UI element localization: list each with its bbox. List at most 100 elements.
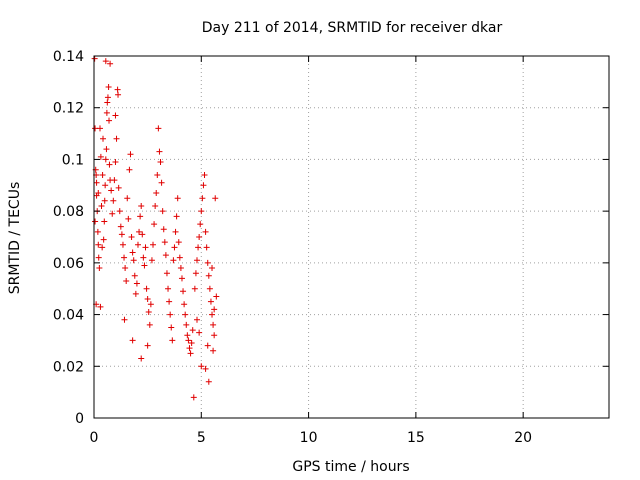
data-point [172, 228, 179, 235]
data-point [170, 257, 177, 264]
data-point [162, 252, 169, 259]
data-point [107, 60, 114, 67]
data-point [203, 244, 210, 251]
data-point [154, 171, 161, 178]
data-point [141, 262, 148, 269]
data-point [115, 184, 122, 191]
data-point [131, 272, 138, 279]
data-point [97, 153, 104, 160]
data-point [166, 298, 173, 305]
data-point [212, 195, 219, 202]
data-point [110, 197, 117, 204]
data-point [199, 195, 206, 202]
data-point [95, 254, 102, 261]
y-tick-label: 0 [75, 411, 84, 427]
data-point [97, 303, 104, 310]
data-point [121, 316, 128, 323]
data-point [209, 311, 216, 318]
y-tick-label: 0.14 [53, 49, 84, 65]
data-point [168, 324, 175, 331]
axis-ticks [93, 55, 609, 419]
data-point [210, 321, 217, 328]
data-point [148, 257, 155, 264]
data-point [156, 148, 163, 155]
data-point [211, 306, 218, 313]
data-point [182, 311, 189, 318]
data-point [213, 293, 220, 300]
data-point [206, 285, 213, 292]
data-point [100, 135, 107, 142]
data-point [185, 337, 192, 344]
data-point [144, 342, 151, 349]
data-point [99, 171, 106, 178]
data-point [211, 332, 218, 339]
data-point [176, 254, 183, 261]
data-point [95, 241, 102, 248]
data-point [112, 112, 119, 119]
data-point [209, 265, 216, 272]
data-point [184, 332, 191, 339]
data-point [133, 280, 140, 287]
data-point [100, 236, 107, 243]
data-point [198, 208, 205, 215]
y-tick-label: 0.04 [53, 308, 84, 324]
data-point [147, 301, 154, 308]
chart-title: Day 211 of 2014, SRMTID for receiver dka… [202, 20, 503, 36]
data-point [121, 254, 128, 261]
data-point [103, 146, 110, 153]
data-point [200, 182, 207, 189]
data-point [108, 187, 115, 194]
data-point [122, 265, 129, 272]
data-point [189, 327, 196, 334]
data-point [116, 208, 123, 215]
data-point [198, 363, 205, 370]
data-point [102, 58, 109, 65]
data-point [196, 329, 203, 336]
data-point [165, 285, 172, 292]
data-point [138, 202, 145, 209]
data-point [161, 239, 168, 246]
data-point [129, 337, 136, 344]
data-point [106, 161, 113, 168]
data-point [101, 218, 108, 225]
plot-frame [93, 55, 610, 419]
data-point [197, 221, 204, 228]
y-tick-labels: 0 0.02 0.04 0.06 0.08 0.1 0.12 0.14 [53, 49, 84, 427]
data-point [101, 197, 108, 204]
data-point [194, 316, 200, 323]
data-point [150, 241, 157, 248]
data-point [181, 301, 188, 308]
data-point [104, 99, 111, 106]
data-point [123, 277, 130, 284]
data-point [98, 202, 105, 209]
data-point [128, 234, 135, 240]
y-tick-label: 0.02 [53, 359, 84, 375]
y-axis-label: SRMTID / TECUs [7, 182, 23, 295]
data-point [146, 321, 153, 328]
x-tick-label: 20 [514, 430, 532, 446]
data-point [114, 86, 121, 93]
data-point [125, 215, 132, 222]
data-point [103, 109, 110, 116]
data-point [97, 125, 104, 132]
data-point [126, 166, 133, 173]
data-point [127, 151, 134, 158]
data-point [104, 94, 111, 101]
data-point [112, 159, 119, 166]
data-point [94, 228, 101, 235]
data-point [175, 239, 182, 246]
data-point [204, 342, 211, 349]
data-point [169, 337, 176, 344]
data-point [95, 190, 102, 197]
x-tick-label: 0 [90, 430, 99, 446]
x-tick-labels: 0 5 10 15 20 [90, 430, 533, 446]
x-tick-label: 5 [197, 430, 206, 446]
data-point [106, 117, 113, 124]
data-point [183, 321, 190, 328]
data-point [173, 213, 180, 220]
data-point [196, 234, 203, 240]
data-point [109, 210, 116, 217]
data-point [158, 179, 165, 186]
data-point [202, 365, 209, 372]
